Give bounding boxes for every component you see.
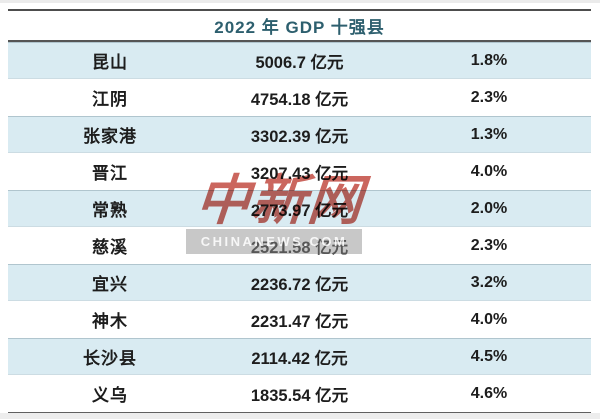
gdp-top10-table: 2022 年 GDP 十强县 昆山 5006.7 亿元 1.8% 江阴 4754… — [8, 9, 591, 414]
table-body: 昆山 5006.7 亿元 1.8% 江阴 4754.18 亿元 2.3% 张家港… — [8, 42, 591, 414]
gdp-value-cell: 2114.42 亿元 — [251, 349, 348, 368]
county-name-cell: 江阴 — [92, 90, 129, 109]
growth-rate-cell: 2.3% — [470, 88, 508, 106]
growth-rate-cell: 4.5% — [470, 347, 508, 365]
gdp-value-cell: 4754.18 亿元 — [250, 90, 349, 109]
gdp-value-cell: 5006.7 亿元 — [255, 53, 344, 72]
county-name-cell: 昆山 — [92, 53, 129, 72]
growth-rate-cell: 4.0% — [470, 162, 508, 180]
table-row: 江阴 4754.18 亿元 2.3% — [8, 79, 591, 116]
growth-rate-cell: 2.3% — [470, 236, 508, 254]
table-row: 义乌 1835.54 亿元 4.6% — [8, 375, 591, 412]
growth-rate-cell: 1.3% — [470, 125, 508, 143]
table-row: 慈溪 2521.58 亿元 2.3% — [8, 227, 591, 264]
gdp-value-cell: 2236.72 亿元 — [250, 275, 349, 294]
gdp-value-cell: 3207.43 亿元 — [250, 164, 349, 183]
growth-rate-cell: 4.6% — [470, 384, 508, 402]
county-name-cell: 神木 — [92, 312, 129, 331]
gdp-value-cell: 1835.54 亿元 — [250, 386, 349, 405]
growth-rate-cell: 3.2% — [470, 273, 508, 291]
growth-rate-cell: 2.0% — [470, 199, 508, 217]
county-name-cell: 宜兴 — [92, 275, 129, 294]
table-row: 张家港 3302.39 亿元 1.3% — [8, 116, 591, 153]
county-name-cell: 慈溪 — [92, 238, 129, 257]
top-edge-strip — [0, 0, 600, 3]
table-row: 宜兴 2236.72 亿元 3.2% — [8, 264, 591, 301]
county-name-cell: 晋江 — [92, 164, 129, 183]
gdp-value-cell: 2521.58 亿元 — [250, 238, 349, 257]
growth-rate-cell: 4.0% — [470, 310, 508, 328]
county-name-cell: 义乌 — [92, 386, 129, 405]
table-row: 长沙县 2114.42 亿元 4.5% — [8, 338, 591, 375]
table-row: 昆山 5006.7 亿元 1.8% — [8, 42, 591, 79]
county-name-cell: 长沙县 — [83, 349, 138, 368]
gdp-value-cell: 3302.39 亿元 — [250, 127, 349, 146]
gdp-value-cell: 2773.97 亿元 — [250, 201, 349, 220]
table-title: 2022 年 GDP 十强县 — [8, 9, 591, 42]
table-row: 晋江 3207.43 亿元 4.0% — [8, 153, 591, 190]
gdp-value-cell: 2231.47 亿元 — [250, 312, 349, 331]
growth-rate-cell: 1.8% — [470, 51, 508, 69]
bottom-edge-strip — [0, 413, 600, 419]
table-row: 神木 2231.47 亿元 4.0% — [8, 301, 591, 338]
county-name-cell: 常熟 — [92, 201, 129, 220]
county-name-cell: 张家港 — [83, 127, 138, 146]
table-row: 常熟 2773.97 亿元 2.0% — [8, 190, 591, 227]
